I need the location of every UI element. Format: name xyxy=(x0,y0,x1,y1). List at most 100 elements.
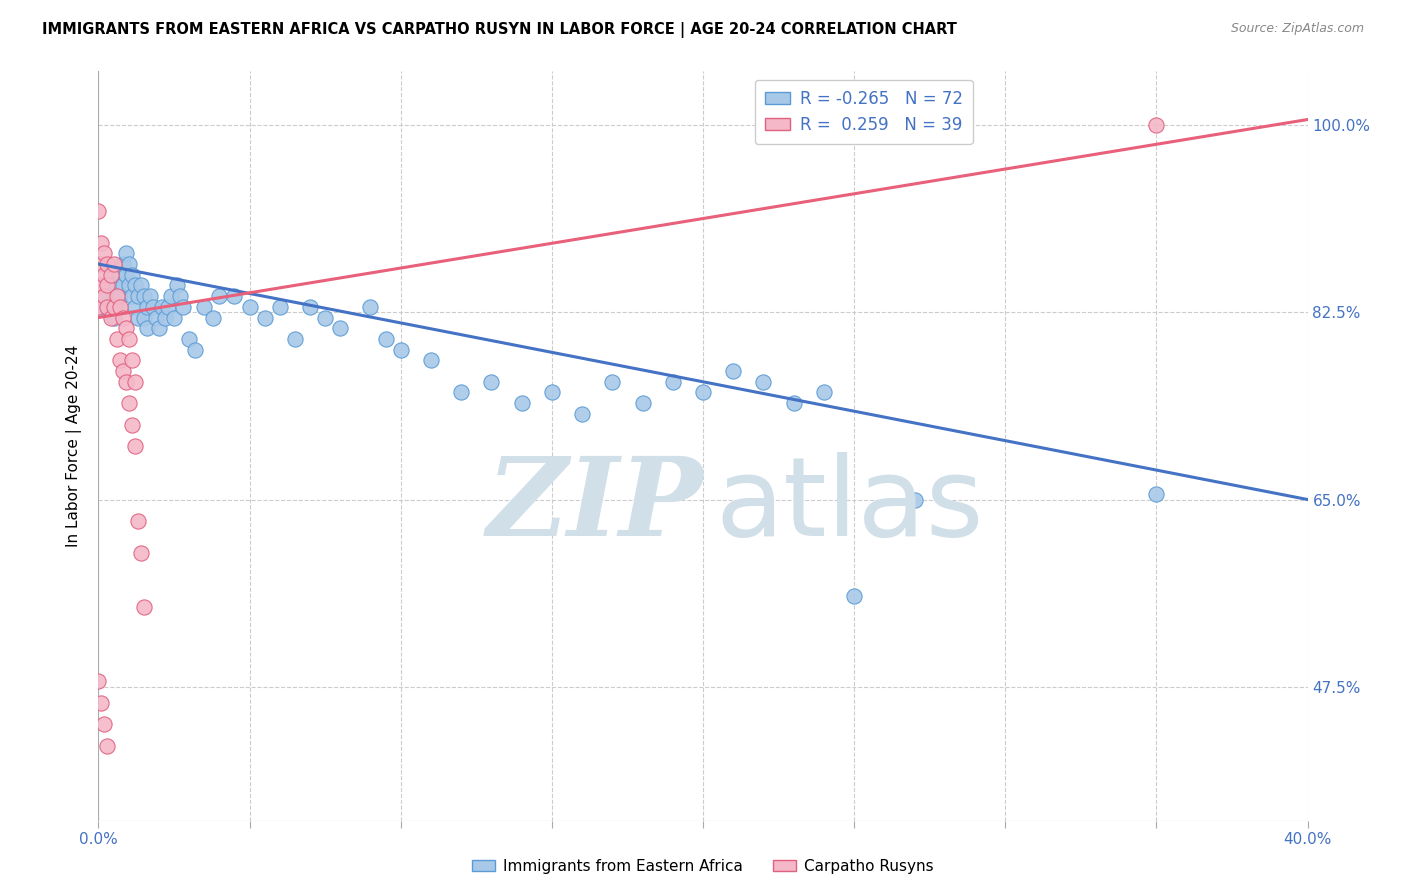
Point xyxy=(179,332,201,346)
Point xyxy=(124,375,146,389)
Point xyxy=(103,310,125,325)
Point xyxy=(360,300,382,314)
Point xyxy=(153,310,176,325)
Point xyxy=(87,278,110,293)
Point xyxy=(135,300,157,314)
Point xyxy=(184,343,207,357)
Point xyxy=(96,257,118,271)
Point xyxy=(510,396,533,410)
Point xyxy=(93,246,115,260)
Point xyxy=(100,268,122,282)
Point xyxy=(631,396,654,410)
Point xyxy=(111,257,134,271)
Point xyxy=(93,289,115,303)
Point xyxy=(172,300,194,314)
Point xyxy=(269,300,291,314)
Point xyxy=(87,203,110,218)
Point xyxy=(904,492,927,507)
Point xyxy=(420,353,443,368)
Point xyxy=(450,385,472,400)
Point xyxy=(284,332,307,346)
Point xyxy=(108,353,131,368)
Point xyxy=(118,332,141,346)
Point xyxy=(1144,118,1167,132)
Point xyxy=(96,300,118,314)
Point xyxy=(208,289,231,303)
Point xyxy=(148,321,170,335)
Point xyxy=(111,364,134,378)
Point xyxy=(132,310,155,325)
Point xyxy=(96,300,118,314)
Point xyxy=(135,321,157,335)
Point xyxy=(121,268,143,282)
Point xyxy=(329,321,352,335)
Point xyxy=(129,546,152,560)
Point xyxy=(103,300,125,314)
Point xyxy=(132,599,155,614)
Point xyxy=(108,268,131,282)
Point xyxy=(93,268,115,282)
Point xyxy=(389,343,412,357)
Point xyxy=(166,278,188,293)
Point xyxy=(132,289,155,303)
Point xyxy=(90,257,112,271)
Legend: R = -0.265   N = 72, R =  0.259   N = 39: R = -0.265 N = 72, R = 0.259 N = 39 xyxy=(755,79,973,144)
Point xyxy=(93,717,115,731)
Point xyxy=(299,300,322,314)
Point xyxy=(87,257,110,271)
Point xyxy=(783,396,806,410)
Point xyxy=(114,375,136,389)
Point xyxy=(661,375,683,389)
Point xyxy=(124,439,146,453)
Point xyxy=(114,321,136,335)
Point xyxy=(202,310,225,325)
Point xyxy=(87,300,110,314)
Point xyxy=(481,375,503,389)
Text: Source: ZipAtlas.com: Source: ZipAtlas.com xyxy=(1230,22,1364,36)
Point xyxy=(602,375,624,389)
Point xyxy=(723,364,745,378)
Text: ZIP: ZIP xyxy=(486,452,703,559)
Point xyxy=(121,289,143,303)
Point xyxy=(124,300,146,314)
Point xyxy=(105,300,128,314)
Point xyxy=(127,514,149,528)
Point xyxy=(111,310,134,325)
Point xyxy=(124,278,146,293)
Text: IMMIGRANTS FROM EASTERN AFRICA VS CARPATHO RUSYN IN LABOR FORCE | AGE 20-24 CORR: IMMIGRANTS FROM EASTERN AFRICA VS CARPAT… xyxy=(42,22,957,38)
Point xyxy=(160,289,183,303)
Point xyxy=(108,300,131,314)
Point xyxy=(169,289,191,303)
Point xyxy=(145,310,167,325)
Point xyxy=(253,310,276,325)
Point xyxy=(103,289,125,303)
Point xyxy=(150,300,173,314)
Point xyxy=(139,289,162,303)
Point xyxy=(108,289,131,303)
Point xyxy=(752,375,775,389)
Point xyxy=(142,300,165,314)
Point xyxy=(813,385,835,400)
Point xyxy=(105,289,128,303)
Y-axis label: In Labor Force | Age 20-24: In Labor Force | Age 20-24 xyxy=(66,345,83,547)
Point xyxy=(127,310,149,325)
Point xyxy=(129,278,152,293)
Point xyxy=(103,257,125,271)
Point xyxy=(540,385,562,400)
Point xyxy=(121,417,143,432)
Point xyxy=(105,278,128,293)
Point xyxy=(374,332,396,346)
Point xyxy=(96,278,118,293)
Point xyxy=(105,332,128,346)
Point xyxy=(1144,487,1167,501)
Point xyxy=(111,278,134,293)
Point xyxy=(163,310,186,325)
Point xyxy=(314,310,336,325)
Point xyxy=(121,353,143,368)
Point xyxy=(114,268,136,282)
Point xyxy=(224,289,246,303)
Point xyxy=(156,300,179,314)
Legend: Immigrants from Eastern Africa, Carpatho Rusyns: Immigrants from Eastern Africa, Carpatho… xyxy=(467,853,939,880)
Point xyxy=(100,278,122,293)
Point xyxy=(93,289,115,303)
